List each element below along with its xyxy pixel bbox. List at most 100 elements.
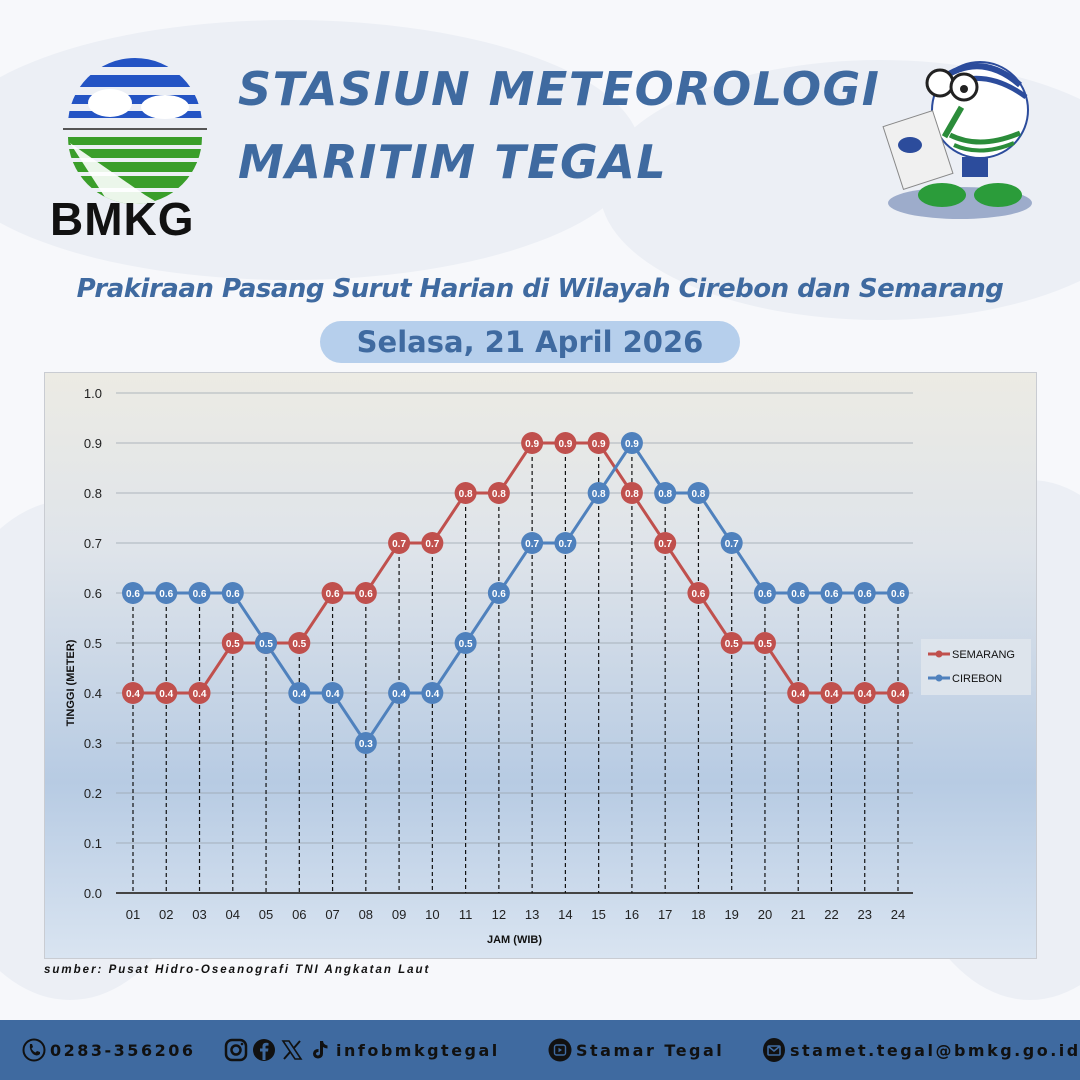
data-label: 0.8 (592, 489, 606, 500)
data-label: 0.5 (259, 639, 273, 650)
x-icon (281, 1040, 303, 1060)
x-tick-label: 05 (259, 907, 273, 922)
data-point-semarang (188, 682, 211, 704)
data-label: 0.8 (459, 489, 473, 500)
x-tick-label: 20 (758, 907, 772, 922)
data-label: 0.6 (126, 589, 140, 600)
phone-icon (22, 1038, 46, 1062)
bmkg-logo-icon (63, 58, 207, 204)
legend-label: CIREBON (952, 673, 1002, 685)
email-address: stamet.tegal@bmkg.go.id (790, 1040, 1080, 1060)
social-handle: infobmkgtegal (336, 1040, 500, 1060)
x-tick-label: 14 (558, 907, 572, 922)
instagram-icon (224, 1038, 248, 1062)
data-label: 0.8 (492, 489, 506, 500)
data-label: 0.4 (392, 689, 406, 700)
data-label: 0.6 (691, 589, 705, 600)
footer-email[interactable]: stamet.tegal@bmkg.go.id (762, 1038, 1080, 1062)
date-badge: Selasa, 21 April 2026 (320, 321, 740, 363)
footer-social[interactable]: infobmkgtegal (224, 1038, 500, 1062)
y-tick-label: 0.9 (84, 436, 102, 451)
x-axis-title: JAM (WIB) (487, 934, 542, 946)
page-subtitle: Prakiraan Pasang Surut Harian di Wilayah… (76, 274, 1004, 304)
data-point-semarang (554, 432, 577, 454)
data-label: 0.6 (758, 589, 772, 600)
data-point-cirebon (820, 582, 843, 604)
data-point-semarang (388, 532, 411, 554)
contact-footer: 0283-356206 infobmkgtegal Stamar Tegal (0, 1020, 1080, 1080)
data-label: 0.4 (126, 689, 140, 700)
data-point-cirebon (587, 482, 610, 504)
data-point-semarang (288, 632, 311, 654)
data-label: 0.5 (292, 639, 306, 650)
data-point-cirebon (321, 682, 344, 704)
y-tick-label: 0.2 (84, 786, 102, 801)
data-label: 0.6 (359, 589, 373, 600)
data-point-cirebon (787, 582, 810, 604)
data-label: 0.4 (791, 689, 805, 700)
data-label: 0.6 (791, 589, 805, 600)
x-tick-label: 01 (126, 907, 140, 922)
data-point-semarang (521, 432, 544, 454)
data-point-cirebon (421, 682, 444, 704)
data-label: 0.7 (658, 539, 672, 550)
x-tick-label: 21 (791, 907, 805, 922)
data-label: 0.8 (691, 489, 705, 500)
data-label: 0.9 (558, 439, 572, 450)
data-label: 0.5 (725, 639, 739, 650)
youtube-channel: Stamar Tegal (576, 1040, 725, 1060)
data-label: 0.4 (193, 689, 207, 700)
data-point-semarang (620, 482, 643, 504)
data-label: 0.9 (525, 439, 539, 450)
data-label: 0.5 (226, 639, 240, 650)
data-point-semarang (720, 632, 743, 654)
facebook-icon (253, 1039, 275, 1061)
data-label: 0.7 (558, 539, 572, 550)
youtube-icon (548, 1038, 572, 1062)
x-tick-label: 04 (226, 907, 240, 922)
x-tick-label: 08 (359, 907, 373, 922)
legend-label: SEMARANG (952, 649, 1015, 661)
data-point-semarang (887, 682, 909, 704)
data-point-cirebon (188, 582, 211, 604)
data-label: 0.6 (825, 589, 839, 600)
tiktok-icon (313, 1041, 328, 1059)
data-label: 0.7 (725, 539, 739, 550)
legend-box (921, 639, 1031, 695)
x-tick-label: 11 (459, 907, 473, 922)
data-label: 0.7 (392, 539, 406, 550)
data-point-cirebon (288, 682, 311, 704)
data-label: 0.9 (592, 439, 606, 450)
data-point-cirebon (887, 582, 909, 604)
x-tick-label: 16 (625, 907, 639, 922)
data-label: 0.4 (858, 689, 872, 700)
data-point-cirebon (521, 532, 544, 554)
data-point-cirebon (487, 582, 510, 604)
y-tick-label: 0.4 (84, 686, 102, 701)
data-point-semarang (354, 582, 377, 604)
station-title-line2: MARITIM TEGAL (238, 135, 668, 189)
x-tick-label: 06 (292, 907, 306, 922)
data-point-semarang (487, 482, 510, 504)
source-note: sumber: Pusat Hidro-Oseanografi TNI Angk… (44, 964, 431, 976)
x-tick-label: 23 (858, 907, 872, 922)
y-tick-label: 0.3 (84, 736, 102, 751)
legend-marker (935, 650, 943, 658)
data-label: 0.7 (525, 539, 539, 550)
x-tick-label: 13 (525, 907, 539, 922)
mascot-icon (882, 61, 1032, 219)
data-point-cirebon (853, 582, 876, 604)
email-icon (763, 1038, 785, 1062)
data-label: 0.5 (758, 639, 772, 650)
footer-phone[interactable]: 0283-356206 (22, 1038, 195, 1062)
data-label: 0.4 (891, 689, 905, 700)
data-point-cirebon (122, 582, 144, 604)
station-title-line1: STASIUN METEOROLOGI (238, 62, 881, 116)
x-tick-label: 02 (159, 907, 173, 922)
data-point-cirebon (221, 582, 244, 604)
data-label: 0.8 (625, 489, 639, 500)
data-label: 0.6 (492, 589, 506, 600)
footer-youtube[interactable]: Stamar Tegal (548, 1038, 724, 1062)
y-tick-label: 1.0 (84, 386, 102, 401)
data-label: 0.6 (193, 589, 207, 600)
